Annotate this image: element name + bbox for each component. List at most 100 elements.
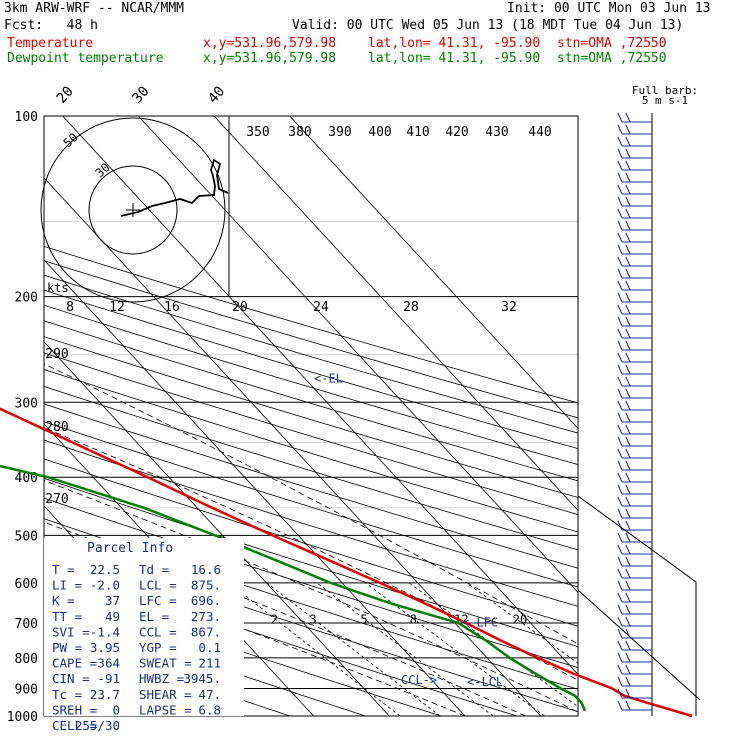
theta-tick-label: 420: [445, 125, 468, 140]
dry-adiabat-line: [44, 289, 578, 450]
wind-barb-flag: [617, 520, 623, 531]
hodograph-units-label: kts: [47, 281, 69, 295]
parcel-info-cell: SREH =: [52, 702, 97, 717]
mixing-ratio-label: 20: [513, 612, 527, 626]
wind-barb-flag: [617, 484, 623, 495]
barb-box-edge: [577, 495, 701, 716]
parcel-info-cell: Tc =: [52, 687, 82, 702]
parcel-info-cell: -1.4: [90, 624, 120, 639]
isotherm-line: [138, 116, 578, 593]
wind-barb-flag: [617, 664, 623, 675]
wind-barb-flag: [617, 280, 623, 291]
parcel-info-cell: CIN =: [52, 671, 90, 686]
theta-tick-label: 410: [406, 125, 429, 140]
parcel-info-cell: HWBZ =: [139, 671, 184, 686]
parcel-info-cell: -91: [97, 671, 120, 686]
isotherm-line: [44, 341, 390, 716]
wind-barb-flag: [625, 328, 631, 339]
theta-tick-label: 380: [288, 125, 311, 140]
parcel-info-cell: 867.: [191, 624, 221, 639]
wind-barb-flag: [617, 688, 623, 699]
hodograph-axis-tick: 16: [164, 300, 180, 315]
wind-barb-flag: [617, 472, 623, 483]
parcel-info-cell: 0.1: [198, 640, 221, 655]
wind-barb-flag: [617, 172, 623, 183]
wind-barb-flag: [617, 376, 623, 387]
wind-barb-flag: [617, 640, 623, 651]
pressure-tick-label: 600: [15, 577, 38, 592]
wind-barb-flag: [617, 364, 623, 375]
hodograph-ring-label: 30: [93, 160, 113, 180]
wind-barb-flag: [617, 292, 623, 303]
wind-barb-flag: [625, 604, 631, 615]
parcel-info-cell: CELL =: [52, 718, 97, 733]
wind-barb-flag: [625, 592, 631, 603]
mixing-ratio-label: 5: [360, 612, 367, 626]
wind-barb-flag: [625, 136, 631, 147]
parcel-info-cell: -2.0: [90, 578, 120, 593]
mixing-ratio-label: 2: [271, 612, 278, 626]
wind-barb-flag: [617, 544, 623, 555]
wind-barb-flag: [617, 316, 623, 327]
wind-barb-flag: [617, 700, 623, 711]
wind-barb-flag: [625, 160, 631, 171]
wind-barb-flag: [625, 484, 631, 495]
hodograph-ring-outer: [40, 117, 226, 303]
wind-barb-flag: [625, 664, 631, 675]
dry-adiabat-line: [44, 606, 367, 716]
wind-barb-flag: [617, 460, 623, 471]
parcel-info-cell: CCL =: [139, 624, 177, 639]
wind-barb-flag: [617, 196, 623, 207]
wind-barb-flag: [625, 652, 631, 663]
level-annotation: <-LFC: [462, 616, 498, 630]
parcel-info-cell: SVI =: [52, 624, 90, 639]
wind-barb-flag: [625, 520, 631, 531]
dry-adiabat-line: [44, 421, 578, 588]
dry-adiabat-line: [44, 260, 578, 419]
wind-barb-flag: [625, 424, 631, 435]
level-annotation: <-LCL: [467, 675, 503, 689]
wind-barb-flag: [625, 532, 631, 543]
parcel-info-cell: 37: [105, 593, 120, 608]
skew-t-tick-label: 30: [129, 83, 152, 106]
wind-barb-flag: [625, 220, 631, 231]
wind-barb-flag: [625, 508, 631, 519]
parcel-info-cell: PW =: [52, 640, 82, 655]
wind-barb-flag: [625, 460, 631, 471]
wind-barb-flag: [617, 628, 623, 639]
hodograph-axis-tick: 24: [313, 300, 329, 315]
wind-barb-flag: [625, 676, 631, 687]
pressure-tick-label: 400: [15, 471, 38, 486]
parcel-info-cell: 273.: [191, 609, 221, 624]
hodograph-axis-tick: 28: [403, 300, 419, 315]
parcel-info-cell: 211: [198, 656, 221, 671]
wind-barb-flag: [617, 676, 623, 687]
theta-tick-label: 270: [45, 492, 68, 507]
wind-barb-flag: [617, 160, 623, 171]
wind-barb-flag: [625, 340, 631, 351]
wind-barb-flag: [625, 280, 631, 291]
wind-barb-flag: [617, 604, 623, 615]
dry-adiabat-line: [44, 245, 578, 404]
wind-barb-flag: [617, 328, 623, 339]
mixing-ratio-line: [266, 582, 441, 716]
wind-barb-flag: [625, 436, 631, 447]
barb-legend-title: Full barb:: [632, 84, 698, 97]
pressure-tick-label: 700: [15, 617, 38, 632]
dry-adiabat-line: [44, 352, 578, 515]
wind-barb-flag: [625, 124, 631, 135]
wind-barb-flag: [625, 568, 631, 579]
isotherm-line: [44, 177, 541, 716]
init-time: Init: 00 UTC Mon 03 Jun 13: [507, 1, 711, 16]
parcel-info-cell: 22.5: [90, 562, 120, 577]
wind-barb-flag: [617, 508, 623, 519]
parcel-info-cell: 23.7: [90, 687, 120, 702]
isotherm-line: [213, 116, 578, 511]
wind-barb-flag: [617, 184, 623, 195]
wind-barb-flag: [625, 172, 631, 183]
theta-tick-label: 390: [328, 125, 351, 140]
parcel-info-cell: 49: [105, 609, 120, 624]
theta-tick-label: 440: [528, 125, 551, 140]
wind-barb-flag: [617, 268, 623, 279]
